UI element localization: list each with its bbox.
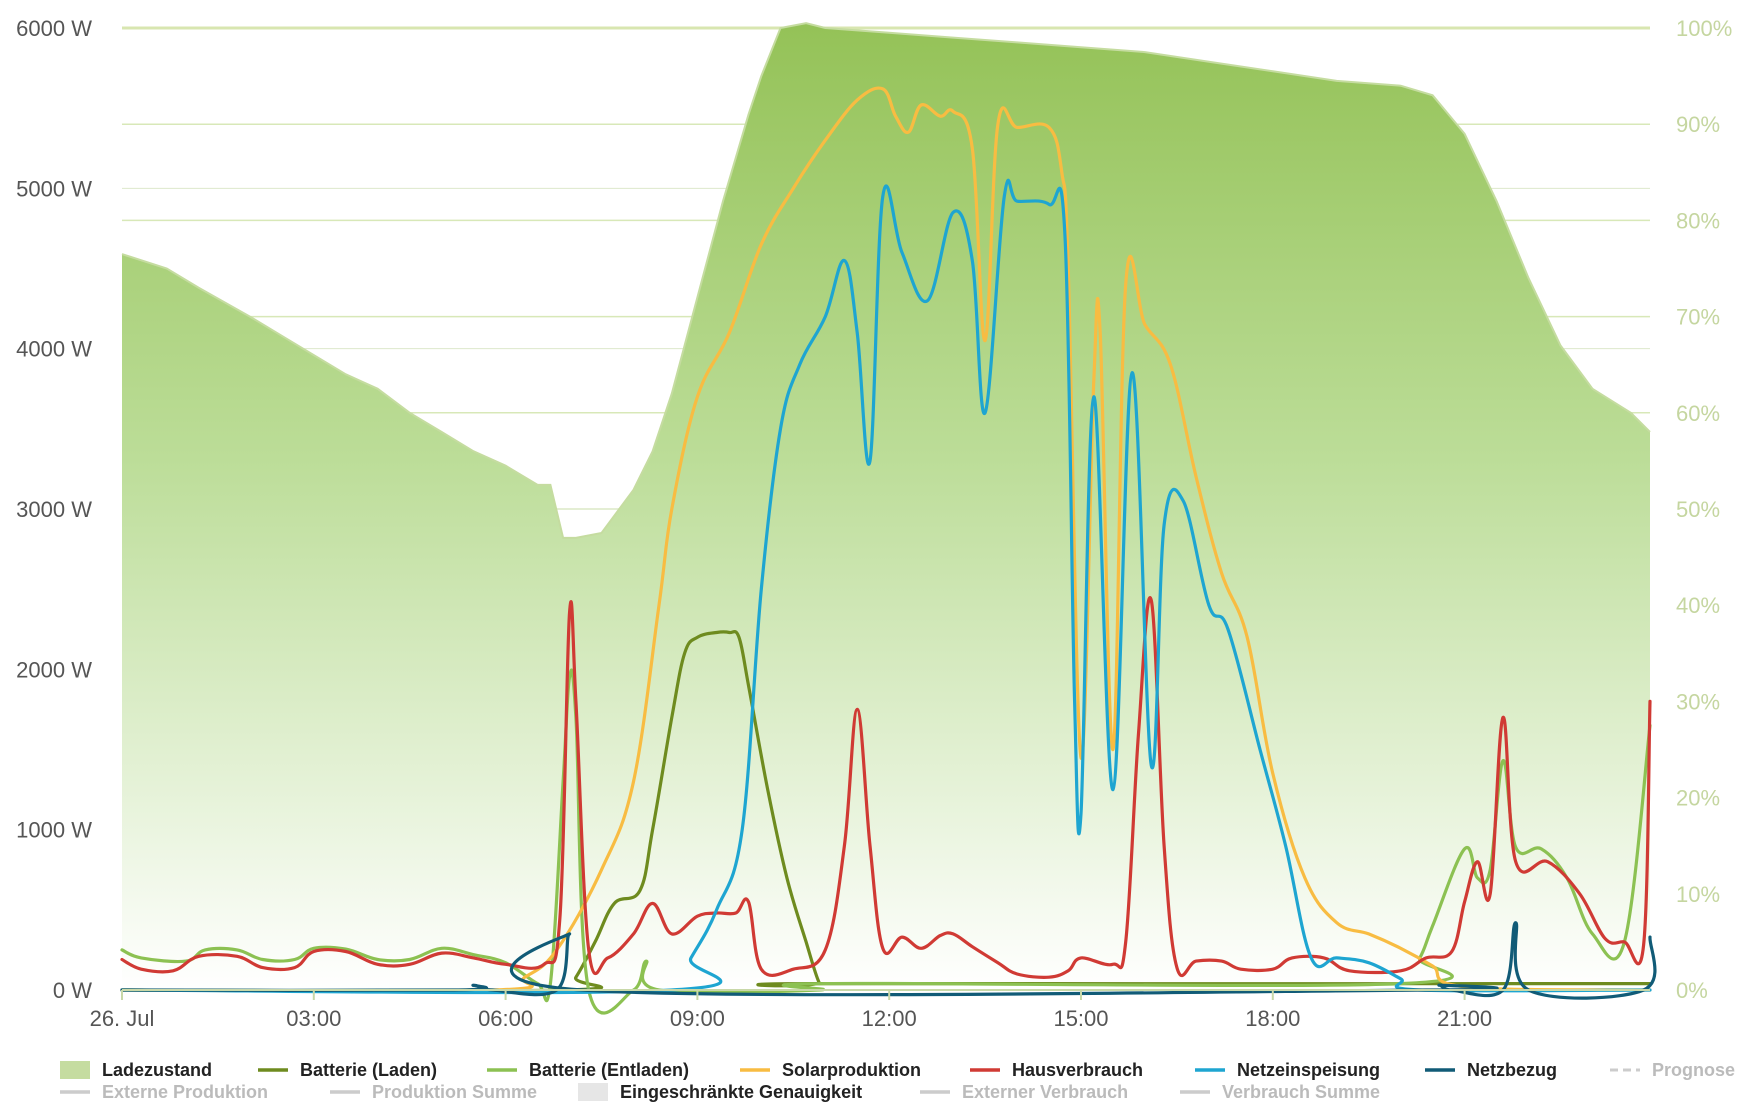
legend-item-hausverbrauch: Hausverbrauch	[970, 1060, 1143, 1080]
legend-label: Ladezustand	[102, 1060, 212, 1080]
x-tick-label: 09:00	[670, 1006, 725, 1031]
y-right-tick-label: 100%	[1676, 16, 1732, 41]
y-left-tick-label: 5000 W	[16, 176, 92, 201]
legend-item-eingeschr-nkte-genauigkeit: Eingeschränkte Genauigkeit	[578, 1082, 862, 1102]
legend-item-batterie-entladen-: Batterie (Entladen)	[487, 1060, 689, 1080]
x-tick-label: 03:00	[286, 1006, 341, 1031]
legend-item-externe-produktion: Externe Produktion	[60, 1082, 268, 1102]
legend: Ladezustand Batterie (Laden) Batterie (Ent…	[60, 1060, 1735, 1102]
y-left-tick-label: 6000 W	[16, 16, 92, 41]
legend-label: Solarproduktion	[782, 1060, 921, 1080]
x-tick-label: 15:00	[1053, 1006, 1108, 1031]
x-tick-label: 21:00	[1437, 1006, 1492, 1031]
y-right-tick-label: 40%	[1676, 593, 1720, 618]
y-right-tick-label: 30%	[1676, 689, 1720, 714]
soc-area	[122, 23, 1650, 990]
legend-swatch	[60, 1061, 90, 1079]
series-line-netzeinspeisung	[120, 178, 1652, 995]
legend-item-prognose: Prognose	[1610, 1060, 1735, 1080]
y-right-tick-label: 80%	[1676, 208, 1720, 233]
legend-label: Externe Produktion	[102, 1082, 268, 1102]
legend-label: Externer Verbrauch	[962, 1082, 1128, 1102]
series-line-batterie-laden-	[120, 630, 1652, 993]
x-tick-label: 06:00	[478, 1006, 533, 1031]
legend-label: Verbrauch Summe	[1222, 1082, 1380, 1102]
legend-label: Batterie (Entladen)	[529, 1060, 689, 1080]
legend-item-batterie-laden-: Batterie (Laden)	[258, 1060, 437, 1080]
legend-item-netzeinspeisung: Netzeinspeisung	[1195, 1060, 1380, 1080]
y-right-tick-label: 60%	[1676, 401, 1720, 426]
y-left-tick-label: 0 W	[53, 978, 92, 1003]
x-tick-label: 26. Jul	[90, 1006, 155, 1031]
legend-label: Netzbezug	[1467, 1060, 1557, 1080]
legend-label: Batterie (Laden)	[300, 1060, 437, 1080]
legend-item-ladezustand: Ladezustand	[60, 1060, 212, 1080]
y-left-tick-label: 1000 W	[16, 818, 92, 843]
y-left-tick-label: 2000 W	[16, 657, 92, 682]
legend-label: Prognose	[1652, 1060, 1735, 1080]
x-tick-label: 12:00	[862, 1006, 917, 1031]
legend-label: Netzeinspeisung	[1237, 1060, 1380, 1080]
y-left-tick-label: 4000 W	[16, 337, 92, 362]
legend-item-verbrauch-summe: Verbrauch Summe	[1180, 1082, 1380, 1102]
legend-swatch	[578, 1083, 608, 1101]
series-line-netzbezug	[120, 921, 1657, 1000]
y-right-tick-label: 90%	[1676, 112, 1720, 137]
legend-label: Produktion Summe	[372, 1082, 537, 1102]
y-left-tick-label: 3000 W	[16, 497, 92, 522]
soc-area-layer	[121, 22, 1651, 990]
y-right-tick-label: 0%	[1676, 978, 1708, 1003]
y-right-tick-label: 20%	[1676, 786, 1720, 811]
legend-label: Hausverbrauch	[1012, 1060, 1143, 1080]
soc-outline	[121, 22, 1651, 539]
y-right-tick-label: 50%	[1676, 497, 1720, 522]
series-line-solarproduktion	[120, 86, 1652, 993]
legend-item-externer-verbrauch: Externer Verbrauch	[920, 1082, 1128, 1102]
legend-label: Eingeschränkte Genauigkeit	[620, 1082, 862, 1102]
x-tick-label: 18:00	[1245, 1006, 1300, 1031]
y-right-tick-label: 10%	[1676, 882, 1720, 907]
legend-item-solarproduktion: Solarproduktion	[740, 1060, 921, 1080]
axes: 0 W 1000 W 2000 W 3000 W 4000 W 5000 W 6000 W 0…	[16, 16, 1732, 1031]
legend-item-netzbezug: Netzbezug	[1425, 1060, 1557, 1080]
legend-item-produktion-summe: Produktion Summe	[330, 1082, 537, 1102]
y-right-tick-label: 70%	[1676, 305, 1720, 330]
